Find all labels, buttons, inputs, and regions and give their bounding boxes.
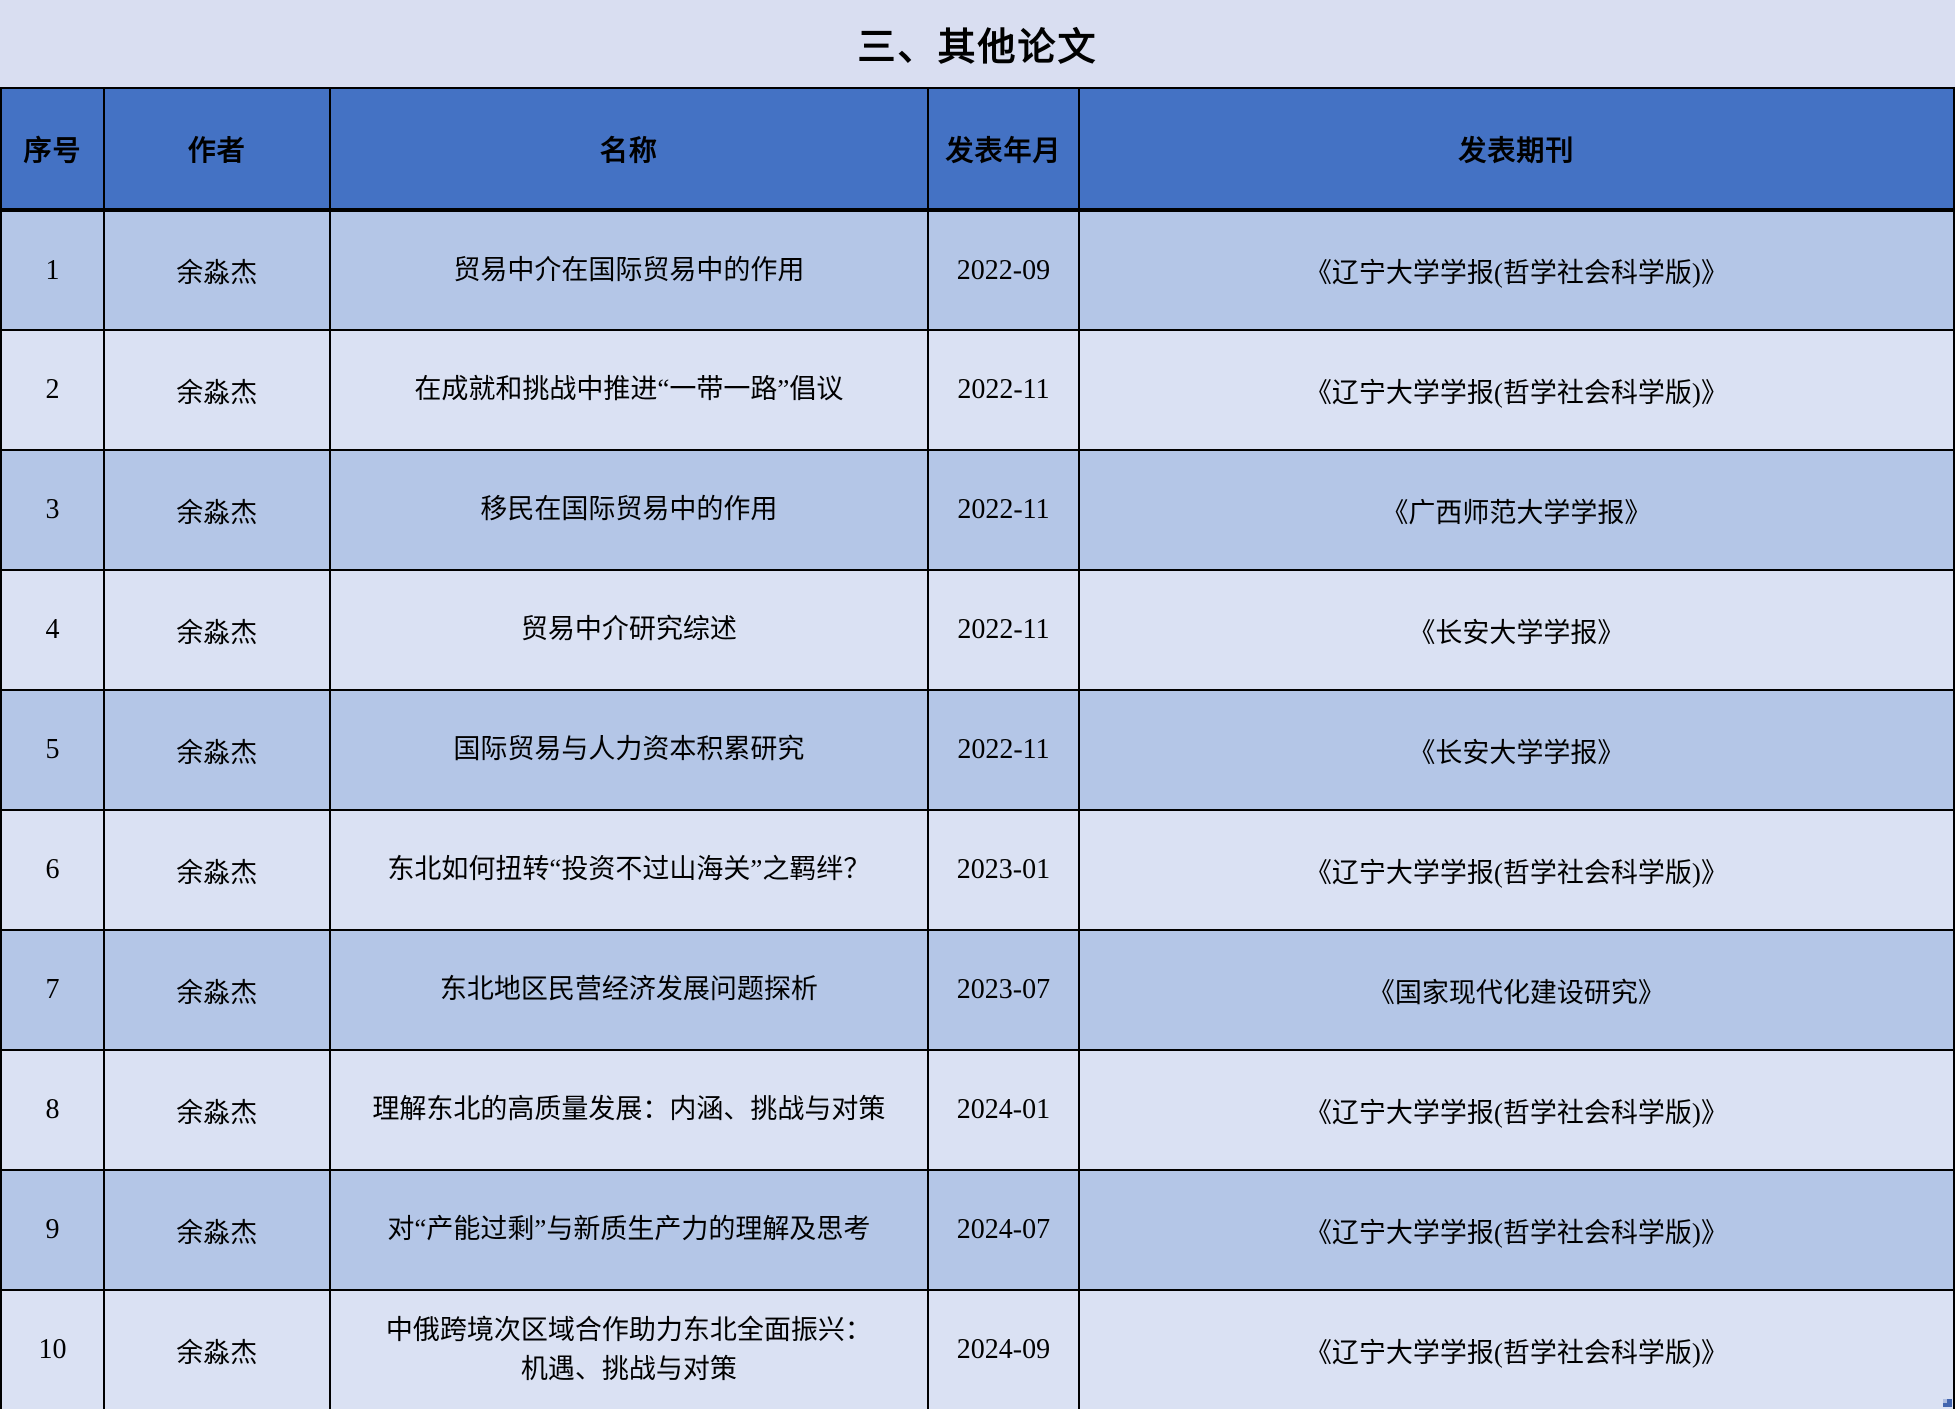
cell-journal: 《国家现代化建设研究》 bbox=[1077, 929, 1955, 1051]
cell-title: 在成就和挑战中推进“一带一路”倡议 bbox=[328, 329, 930, 451]
table-body: 1 余淼杰 贸易中介在国际贸易中的作用 2022-09 《辽宁大学学报(哲学社会… bbox=[0, 209, 1955, 1409]
corner-artifact-mark bbox=[1943, 1399, 1952, 1407]
cell-title: 贸易中介研究综述 bbox=[328, 569, 930, 691]
cell-date: 2024-09 bbox=[927, 1289, 1080, 1409]
cell-no: 6 bbox=[0, 809, 105, 931]
cell-author: 余淼杰 bbox=[102, 329, 331, 451]
cell-title: 贸易中介在国际贸易中的作用 bbox=[328, 209, 930, 331]
cell-no: 8 bbox=[0, 1049, 105, 1171]
cell-date: 2022-11 bbox=[927, 449, 1080, 571]
column-header-author: 作者 bbox=[102, 87, 331, 212]
cell-date: 2022-11 bbox=[927, 329, 1080, 451]
cell-date: 2024-01 bbox=[927, 1049, 1080, 1171]
cell-no: 3 bbox=[0, 449, 105, 571]
column-header-no: 序号 bbox=[0, 87, 105, 212]
cell-title: 东北地区民营经济发展问题探析 bbox=[328, 929, 930, 1051]
cell-journal: 《辽宁大学学报(哲学社会科学版)》 bbox=[1077, 809, 1955, 931]
cell-title: 中俄跨境次区域合作助力东北全面振兴： 机遇、挑战与对策 bbox=[328, 1289, 930, 1409]
cell-no: 10 bbox=[0, 1289, 105, 1409]
section-title: 三、其他论文 bbox=[857, 27, 1098, 69]
cell-title: 对“产能过剩”与新质生产力的理解及思考 bbox=[328, 1169, 930, 1291]
cell-title: 移民在国际贸易中的作用 bbox=[328, 449, 930, 571]
cell-journal: 《广西师范大学学报》 bbox=[1077, 449, 1955, 571]
cell-no: 4 bbox=[0, 569, 105, 691]
cell-author: 余淼杰 bbox=[102, 449, 331, 571]
papers-table: 序号 作者 名称 发表年月 发表期刊 1 余淼杰 贸易中介在国际贸易中的作用 2… bbox=[0, 87, 1955, 1409]
cell-journal: 《长安大学学报》 bbox=[1077, 689, 1955, 811]
table-row: 2 余淼杰 在成就和挑战中推进“一带一路”倡议 2022-11 《辽宁大学学报(… bbox=[0, 329, 1955, 451]
table-header: 序号 作者 名称 发表年月 发表期刊 bbox=[0, 87, 1955, 212]
cell-author: 余淼杰 bbox=[102, 929, 331, 1051]
cell-journal: 《辽宁大学学报(哲学社会科学版)》 bbox=[1077, 209, 1955, 331]
cell-author: 余淼杰 bbox=[102, 689, 331, 811]
cell-author: 余淼杰 bbox=[102, 809, 331, 931]
cell-journal: 《辽宁大学学报(哲学社会科学版)》 bbox=[1077, 329, 1955, 451]
column-header-title: 名称 bbox=[328, 87, 930, 212]
column-header-journal: 发表期刊 bbox=[1077, 87, 1955, 212]
cell-no: 9 bbox=[0, 1169, 105, 1291]
cell-no: 1 bbox=[0, 209, 105, 331]
table-row: 1 余淼杰 贸易中介在国际贸易中的作用 2022-09 《辽宁大学学报(哲学社会… bbox=[0, 209, 1955, 331]
table-row: 10 余淼杰 中俄跨境次区域合作助力东北全面振兴： 机遇、挑战与对策 2024-… bbox=[0, 1289, 1955, 1409]
table-row: 6 余淼杰 东北如何扭转“投资不过山海关”之羁绊？ 2023-01 《辽宁大学学… bbox=[0, 809, 1955, 931]
table-row: 5 余淼杰 国际贸易与人力资本积累研究 2022-11 《长安大学学报》 bbox=[0, 689, 1955, 811]
cell-author: 余淼杰 bbox=[102, 209, 331, 331]
table-row: 3 余淼杰 移民在国际贸易中的作用 2022-11 《广西师范大学学报》 bbox=[0, 449, 1955, 571]
cell-journal: 《长安大学学报》 bbox=[1077, 569, 1955, 691]
cell-journal: 《辽宁大学学报(哲学社会科学版)》 bbox=[1077, 1289, 1955, 1409]
cell-title: 东北如何扭转“投资不过山海关”之羁绊？ bbox=[328, 809, 930, 931]
cell-no: 7 bbox=[0, 929, 105, 1051]
table-row: 9 余淼杰 对“产能过剩”与新质生产力的理解及思考 2024-07 《辽宁大学学… bbox=[0, 1169, 1955, 1291]
cell-date: 2022-11 bbox=[927, 569, 1080, 691]
cell-journal: 《辽宁大学学报(哲学社会科学版)》 bbox=[1077, 1169, 1955, 1291]
column-header-date: 发表年月 bbox=[927, 87, 1080, 212]
cell-author: 余淼杰 bbox=[102, 1289, 331, 1409]
section-title-bar: 三、其他论文 bbox=[0, 0, 1955, 87]
cell-no: 2 bbox=[0, 329, 105, 451]
cell-author: 余淼杰 bbox=[102, 1049, 331, 1171]
cell-title: 国际贸易与人力资本积累研究 bbox=[328, 689, 930, 811]
table-row: 8 余淼杰 理解东北的高质量发展：内涵、挑战与对策 2024-01 《辽宁大学学… bbox=[0, 1049, 1955, 1171]
cell-title: 理解东北的高质量发展：内涵、挑战与对策 bbox=[328, 1049, 930, 1171]
cell-date: 2024-07 bbox=[927, 1169, 1080, 1291]
cell-author: 余淼杰 bbox=[102, 569, 331, 691]
cell-journal: 《辽宁大学学报(哲学社会科学版)》 bbox=[1077, 1049, 1955, 1171]
cell-date: 2023-01 bbox=[927, 809, 1080, 931]
cell-date: 2023-07 bbox=[927, 929, 1080, 1051]
cell-no: 5 bbox=[0, 689, 105, 811]
table-row: 4 余淼杰 贸易中介研究综述 2022-11 《长安大学学报》 bbox=[0, 569, 1955, 691]
cell-date: 2022-09 bbox=[927, 209, 1080, 331]
table-header-row: 序号 作者 名称 发表年月 发表期刊 bbox=[0, 87, 1955, 212]
cell-date: 2022-11 bbox=[927, 689, 1080, 811]
cell-author: 余淼杰 bbox=[102, 1169, 331, 1291]
table-row: 7 余淼杰 东北地区民营经济发展问题探析 2023-07 《国家现代化建设研究》 bbox=[0, 929, 1955, 1051]
